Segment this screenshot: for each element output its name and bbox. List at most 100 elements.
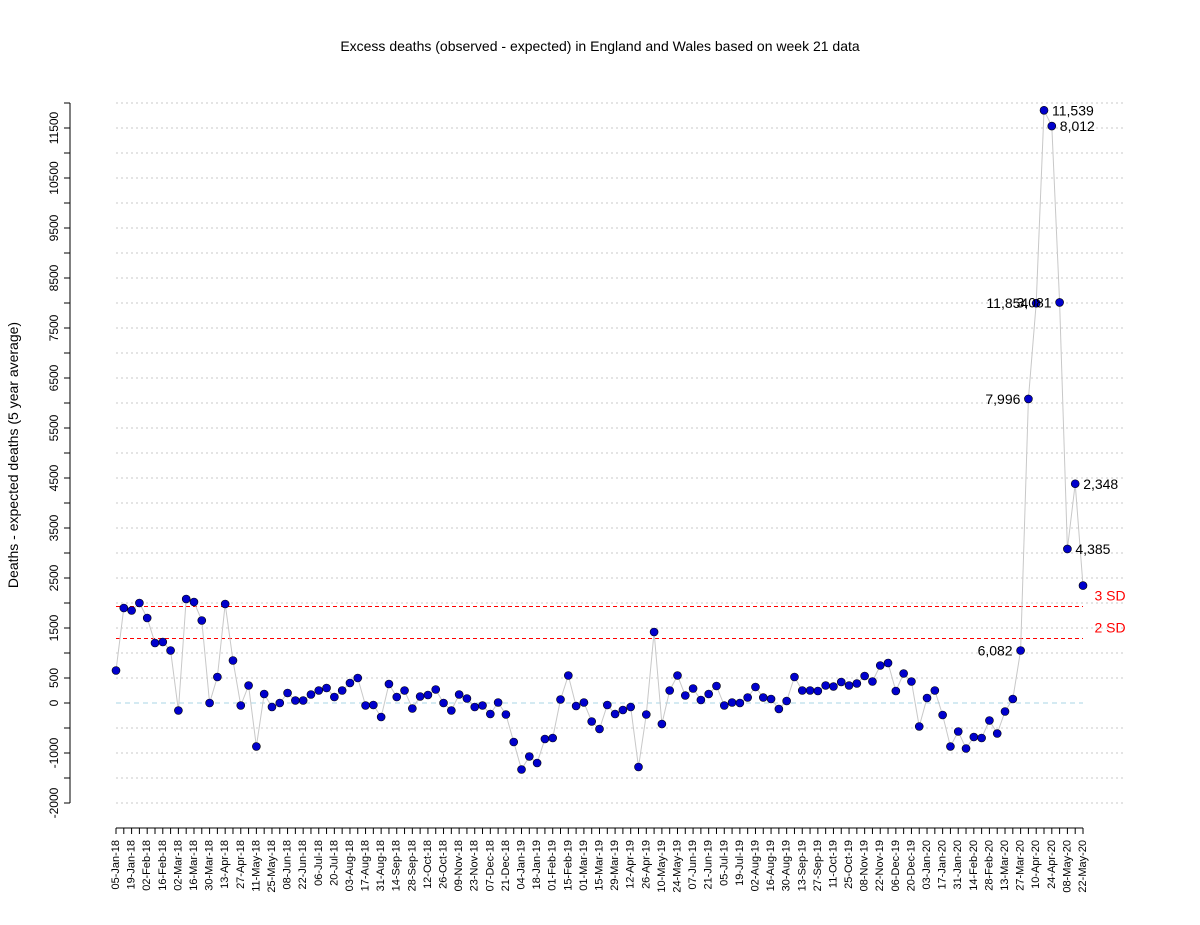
- data-label: 11,539: [1052, 102, 1094, 118]
- data-point: [244, 681, 253, 690]
- data-point: [548, 733, 558, 743]
- y-tick-label: 11500: [47, 111, 61, 144]
- x-tick-label: 01-Mar-19: [578, 840, 590, 891]
- data-point: [735, 698, 745, 708]
- data-point: [751, 682, 760, 692]
- x-tick-label: 03-Aug-18: [344, 840, 356, 891]
- x-tick-label: 17-Aug-18: [360, 840, 372, 891]
- x-tick-label: 14-Sep-18: [391, 840, 403, 891]
- data-point: [719, 701, 729, 710]
- data-point: [127, 606, 136, 615]
- data-point: [953, 727, 963, 736]
- x-tick-label: 09-Nov-18: [453, 840, 465, 891]
- x-tick-label: 30-Aug-19: [781, 840, 793, 891]
- data-point: [852, 679, 862, 688]
- data-point: [758, 693, 768, 702]
- data-point: [1031, 298, 1041, 308]
- data-point: [252, 742, 261, 751]
- x-tick-label: 11-May-18: [250, 840, 262, 892]
- x-tick-label: 19-Jan-18: [126, 840, 138, 890]
- y-tick-label: -2000: [47, 787, 61, 818]
- x-tick-label: 24-Apr-20: [1046, 840, 1058, 889]
- data-point: [704, 689, 713, 699]
- x-tick-label: 25-May-18: [266, 840, 278, 893]
- data-point: [1055, 298, 1064, 307]
- data-point: [868, 677, 877, 686]
- data-point: [119, 603, 129, 613]
- data-point: [1000, 707, 1010, 716]
- data-point: [408, 704, 417, 713]
- x-tick-label: 12-Oct-18: [422, 840, 434, 889]
- data-point: [111, 666, 121, 675]
- data-point: [462, 694, 472, 703]
- x-tick-label: 19-Jul-19: [734, 840, 746, 886]
- y-tick-label: 5500: [47, 414, 61, 441]
- data-point: [595, 724, 604, 734]
- data-point: [1078, 581, 1088, 590]
- data-point: [634, 762, 643, 772]
- x-tick-label: 04-Jan-19: [516, 840, 528, 890]
- data-point: [189, 597, 199, 607]
- data-point: [330, 692, 339, 702]
- data-point: [283, 688, 292, 698]
- y-tick-label: -1000: [47, 737, 61, 768]
- data-point: [938, 710, 947, 720]
- x-tick-label: 24-May-19: [671, 840, 683, 893]
- x-tick-label: 05-Jul-19: [718, 840, 730, 886]
- x-tick-label: 18-Jan-19: [531, 840, 543, 890]
- x-tick-label: 28-Feb-20: [983, 840, 995, 891]
- data-point: [532, 758, 542, 768]
- x-tick-label: 31-Jan-20: [952, 840, 964, 890]
- x-tick-label: 13-Apr-18: [219, 840, 231, 889]
- x-tick-label: 31-Aug-18: [375, 840, 387, 891]
- x-tick-label: 07-Dec-18: [484, 840, 496, 891]
- data-point: [688, 684, 698, 693]
- data-label: 11,854: [986, 295, 1028, 311]
- data-point: [626, 702, 635, 712]
- x-tick-label: 23-Nov-18: [469, 840, 481, 891]
- data-point: [665, 686, 674, 695]
- data-point: [797, 686, 807, 695]
- data-point: [298, 696, 308, 705]
- x-tick-label: 27-Mar-20: [1015, 840, 1027, 891]
- y-tick-label: 0: [47, 699, 61, 706]
- data-point: [922, 693, 932, 703]
- data-point: [306, 690, 316, 699]
- data-label: 6,082: [978, 643, 1013, 659]
- data-point: [813, 686, 823, 696]
- data-point: [1047, 121, 1057, 131]
- data-point: [509, 737, 519, 747]
- data-point: [392, 692, 402, 702]
- y-tick-label: 2500: [47, 564, 61, 591]
- data-point: [844, 681, 854, 690]
- data-point: [696, 695, 706, 705]
- data-point: [914, 722, 924, 731]
- data-point: [361, 701, 370, 710]
- data-point: [712, 681, 721, 691]
- data-point: [610, 709, 620, 719]
- data-point: [977, 733, 986, 743]
- data-point: [447, 706, 456, 715]
- y-tick-label: 10500: [47, 161, 61, 195]
- x-tick-label: 08-May-20: [1061, 840, 1073, 893]
- data-point: [821, 681, 830, 690]
- data-point: [766, 694, 776, 704]
- x-tick-label: 06-Dec-19: [890, 840, 902, 891]
- x-tick-label: 20-Jul-18: [328, 840, 340, 886]
- data-point: [353, 673, 363, 683]
- data-point: [602, 700, 612, 710]
- data-point: [501, 710, 511, 719]
- data-point: [946, 742, 955, 751]
- x-tick-label: 03-Jan-20: [921, 840, 933, 890]
- x-tick-label: 10-May-19: [656, 840, 668, 893]
- data-point: [680, 691, 690, 700]
- data-point: [525, 752, 534, 761]
- data-point: [556, 695, 565, 704]
- x-tick-label: 02-Mar-18: [172, 840, 184, 891]
- reference-line-label: 2 SD: [1094, 620, 1125, 636]
- x-tick-label: 21-Jun-19: [703, 840, 715, 890]
- x-tick-label: 26-Oct-18: [438, 840, 450, 889]
- data-point: [415, 692, 425, 701]
- data-point: [205, 698, 214, 708]
- data-point: [454, 690, 464, 699]
